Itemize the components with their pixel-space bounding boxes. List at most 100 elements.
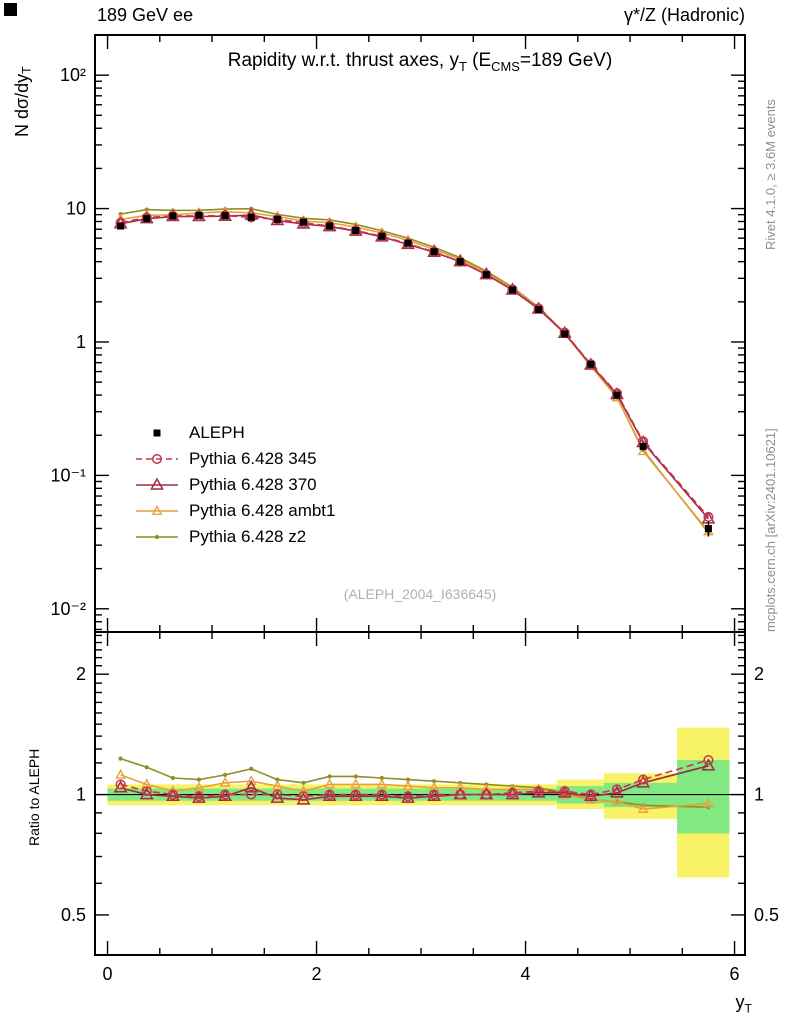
data-point-circle xyxy=(429,246,440,257)
y-axis-label-ratio: Ratio to ALEPH xyxy=(26,748,42,847)
legend-marker-p370 xyxy=(136,477,178,490)
y-main-tick-label: 10 xyxy=(66,199,86,219)
data-point-triangle xyxy=(402,780,414,790)
corner-marker xyxy=(4,3,17,16)
legend-label: Pythia 6.428 345 xyxy=(189,449,317,468)
data-point-dot xyxy=(379,775,384,781)
series-p345-ratio xyxy=(115,754,714,802)
data-point-dot xyxy=(144,765,149,770)
data-point-circle xyxy=(193,791,205,802)
data-point-dot xyxy=(432,779,437,784)
data-point-square xyxy=(508,286,516,294)
data-point-circle xyxy=(585,789,596,800)
data-point-dot xyxy=(154,534,160,540)
data-point-square xyxy=(587,360,595,368)
data-point-circle xyxy=(703,754,714,766)
data-point-square xyxy=(430,248,438,256)
aleph-data-points xyxy=(117,211,712,537)
x-tick-label: 6 xyxy=(730,964,740,984)
legend-marker-aleph xyxy=(153,429,161,437)
plot-title: Rapidity w.r.t. thrust axes, yT (ECMS=18… xyxy=(95,50,745,74)
title-sub-cms: CMS xyxy=(491,58,520,74)
data-point-circle xyxy=(193,210,205,221)
data-point-circle xyxy=(246,789,257,800)
data-point-circle xyxy=(246,212,257,223)
data-point-triangle xyxy=(113,780,128,793)
data-point-triangle xyxy=(376,778,388,789)
y-main-tick-label: 1 xyxy=(76,332,86,352)
data-point-triangle xyxy=(192,790,206,803)
data-point-square xyxy=(153,429,161,437)
series-ambt1-ratio xyxy=(115,768,714,813)
data-point-circle xyxy=(376,231,387,242)
data-point-triangle xyxy=(139,787,154,800)
legend-item-ambt1: Pythia 6.428 ambt1 xyxy=(134,498,335,524)
data-point-square xyxy=(221,212,229,220)
data-point-square xyxy=(561,330,569,338)
process-label: γ*/Z (Hadronic) xyxy=(623,5,745,25)
data-point-square xyxy=(639,442,647,450)
data-point-dot xyxy=(327,774,332,779)
data-point-circle xyxy=(272,214,283,225)
data-point-triangle xyxy=(245,775,257,786)
data-point-circle xyxy=(611,784,623,795)
y-ratio-tick-label-right: 1 xyxy=(754,785,764,805)
data-point-circle xyxy=(533,786,544,797)
title-sub-yt: T xyxy=(458,58,467,74)
panel-frame xyxy=(94,631,746,956)
data-point-square xyxy=(169,212,177,220)
data-point-square xyxy=(704,524,712,532)
data-point-triangle xyxy=(350,778,362,789)
y-ratio-tick-label-right: 0.5 xyxy=(754,905,779,925)
mcplots-citation-note: mcplots.cern.ch [arXiv:2401.10621] xyxy=(763,428,778,632)
data-point-circle xyxy=(141,786,152,797)
data-point-dot xyxy=(118,756,123,761)
y-ratio-tick-label-left: 2 xyxy=(76,664,86,684)
data-point-triangle xyxy=(271,780,283,790)
data-point-circle xyxy=(481,789,492,800)
data-point-circle xyxy=(151,453,163,465)
series-p345-main xyxy=(115,210,714,523)
y-ratio-tick-label-left: 1 xyxy=(76,785,86,805)
data-point-circle xyxy=(167,210,178,222)
data-point-square xyxy=(117,222,125,230)
data-point-circle xyxy=(115,779,126,790)
y-main-tick-label: 10² xyxy=(60,65,86,85)
y-axis-label-main: N dσ/dyT xyxy=(12,25,34,137)
y-ratio-tick-label-right: 2 xyxy=(754,664,764,684)
data-point-circle xyxy=(559,786,570,797)
data-point-triangle xyxy=(703,797,714,808)
data-point-triangle xyxy=(611,795,623,806)
x-tick-label: 0 xyxy=(103,964,113,984)
data-point-square xyxy=(378,232,386,240)
data-point-square xyxy=(143,215,151,223)
rivet-version-note: Rivet 4.1.0, ≥ 3.6M events xyxy=(763,99,778,250)
data-point-triangle xyxy=(324,778,335,789)
x-tick-label: 4 xyxy=(521,964,531,984)
legend-marker-ambt1 xyxy=(136,504,178,515)
data-point-circle xyxy=(324,220,335,232)
data-point-triangle xyxy=(636,775,650,788)
green-band-segment xyxy=(677,760,730,834)
x-axis-label: yT xyxy=(736,992,752,1016)
data-point-square xyxy=(535,306,543,314)
data-point-triangle xyxy=(583,788,598,802)
main-panel-series xyxy=(113,205,716,536)
y-ratio-tick-label-left: 0.5 xyxy=(61,905,86,925)
data-point-circle xyxy=(402,791,414,802)
axes-frames-ticks xyxy=(94,34,746,956)
data-point-square xyxy=(352,226,360,234)
data-point-triangle xyxy=(219,776,231,787)
data-point-triangle xyxy=(244,780,259,793)
y-axis-label-text: N dσ/dy xyxy=(12,73,32,137)
data-point-triangle xyxy=(151,504,163,515)
title-mid: (E xyxy=(466,50,492,71)
data-point-circle xyxy=(585,359,596,370)
data-point-circle xyxy=(298,791,309,802)
data-point-square xyxy=(404,239,412,247)
legend-item-aleph: ALEPH xyxy=(134,420,335,446)
y-main-tick-label: 10⁻² xyxy=(50,599,86,619)
data-point-triangle xyxy=(701,758,716,771)
